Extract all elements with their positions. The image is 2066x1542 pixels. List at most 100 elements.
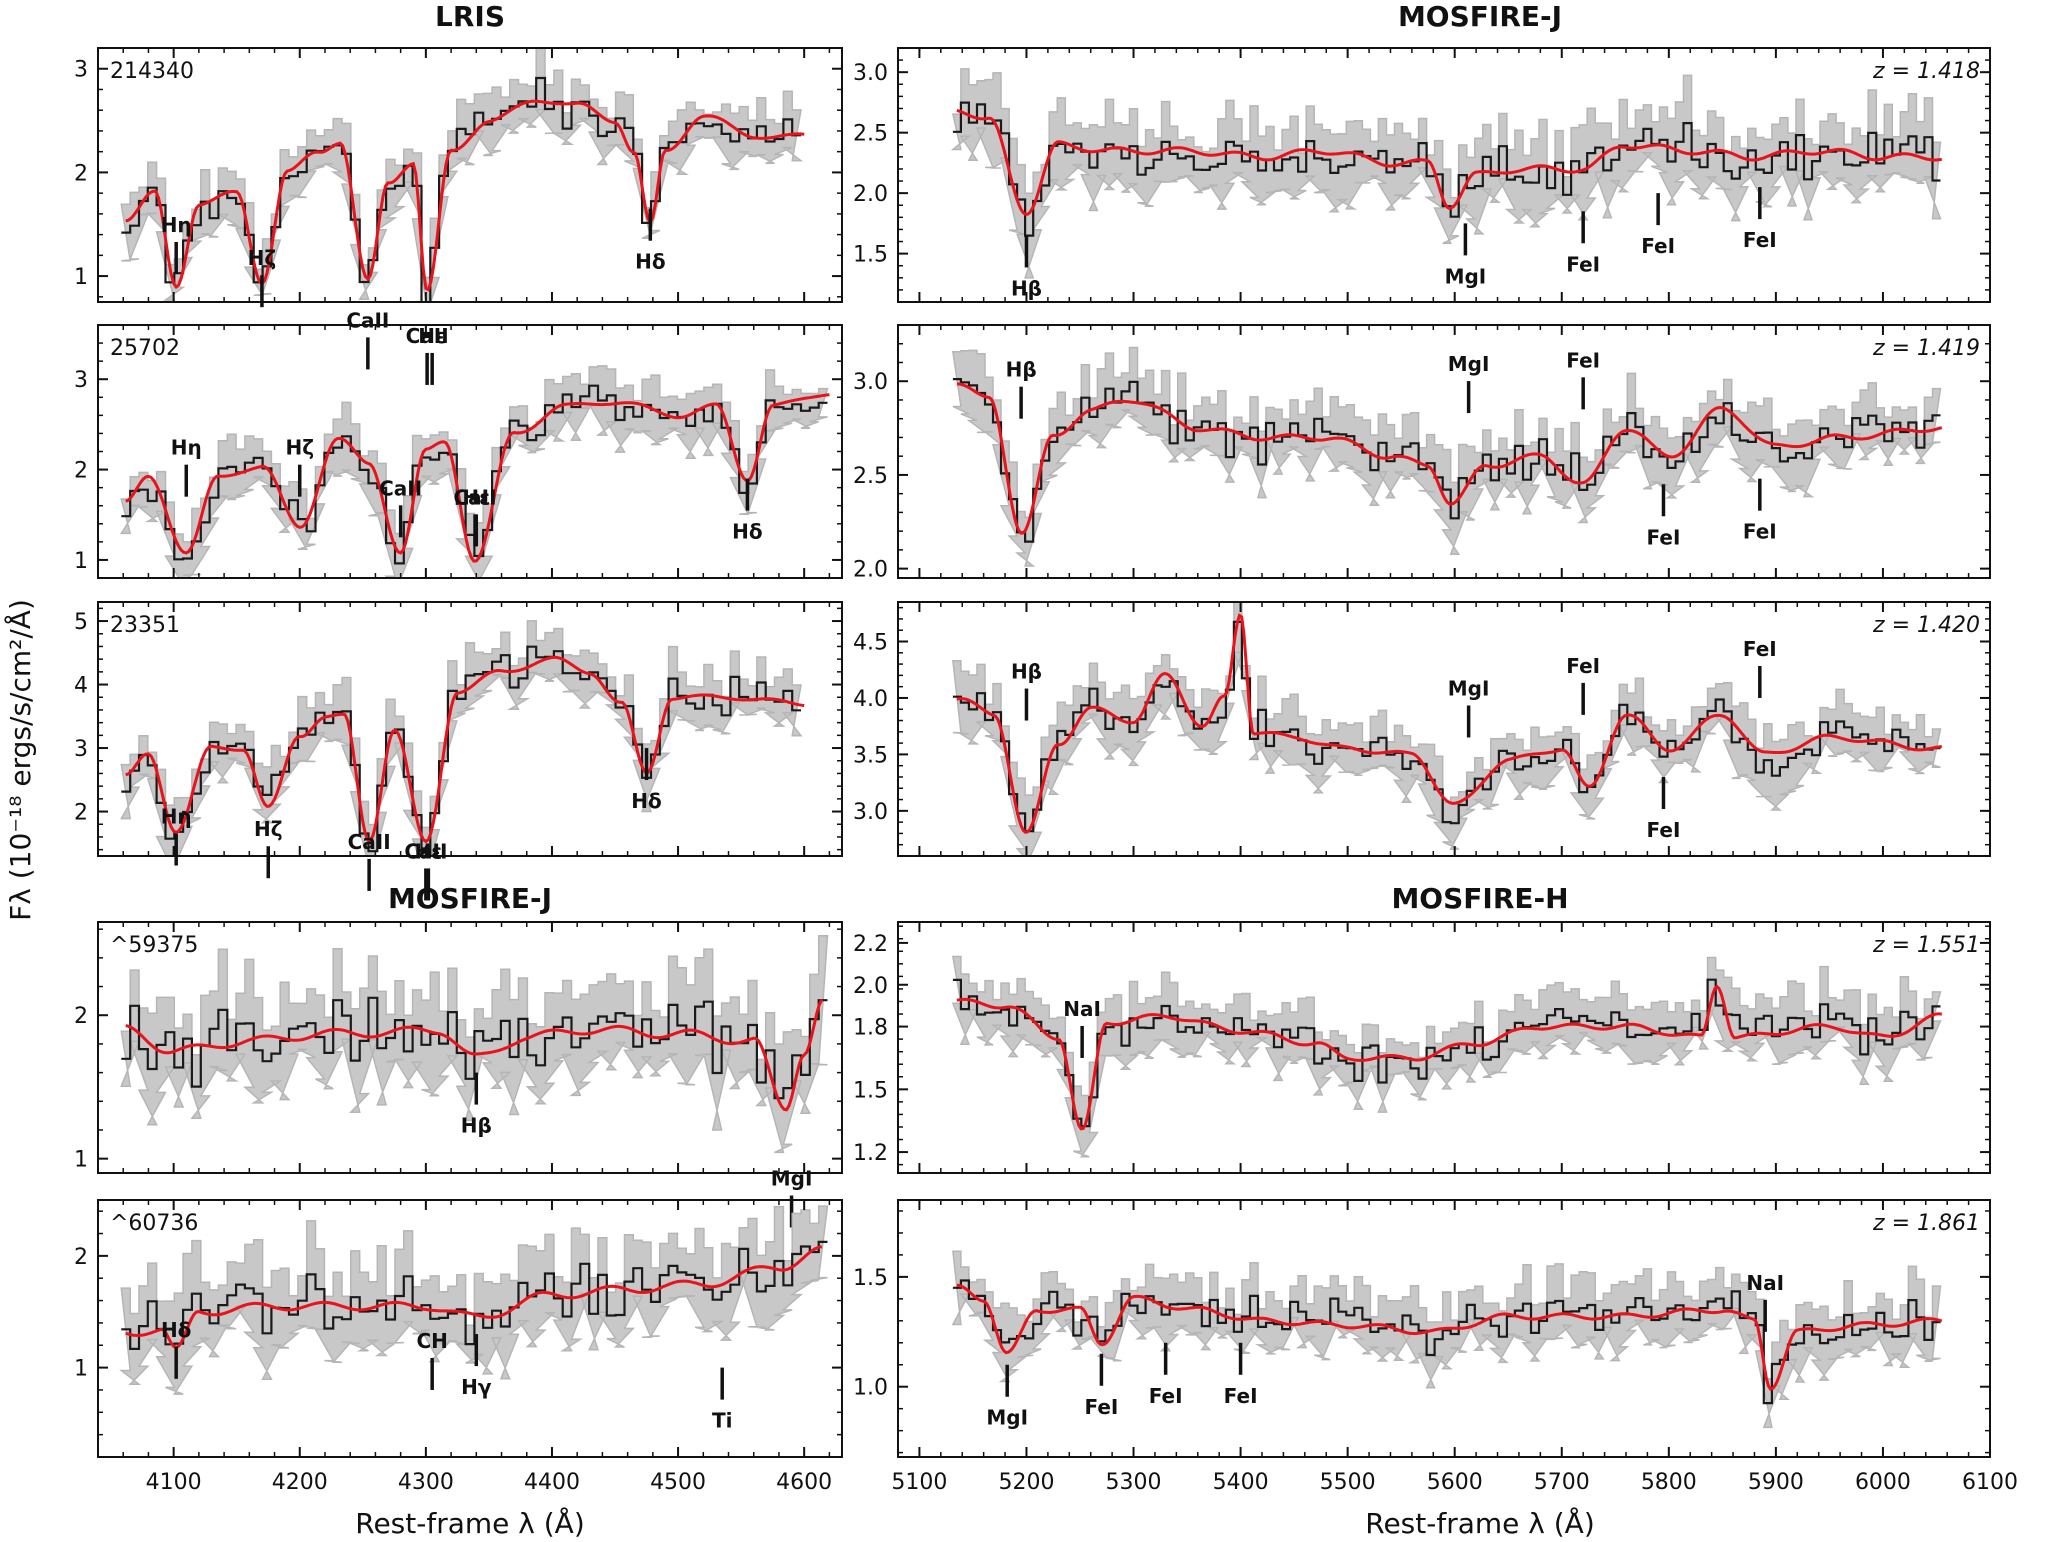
- panel-data-p4: [120, 934, 829, 1154]
- y-tick-label: 3: [74, 58, 88, 83]
- panel-data-p10: [951, 1250, 1943, 1429]
- x-tick-label: 5300: [1106, 1470, 1162, 1495]
- redshift-label: z = 1.861: [1872, 1211, 1980, 1236]
- feature-label: Hη: [161, 213, 192, 237]
- uncertainty-band-p7: [952, 346, 1942, 567]
- model-spectrum-p4: [125, 998, 824, 1112]
- y-tick-label: 1.2: [853, 1141, 888, 1166]
- feature-label: FeI: [1743, 228, 1777, 252]
- title-mosfire-h: MOSFIRE-H: [1391, 882, 1568, 915]
- y-tick-label: 2.2: [853, 932, 888, 957]
- feature-label: CH: [416, 1329, 447, 1353]
- y-tick-label: 2.0: [853, 974, 888, 999]
- y-tick-label: 3.0: [853, 370, 888, 395]
- x-tick-label: 5900: [1748, 1470, 1804, 1495]
- y-tick-label: 2: [74, 1004, 88, 1029]
- feature-label: CaII: [404, 839, 447, 863]
- feature-label: FeI: [1149, 1384, 1183, 1408]
- model-spectrum-p8: [956, 613, 1942, 834]
- axes-frame-p8: [897, 601, 1991, 857]
- feature-label: FeI: [1647, 525, 1681, 549]
- x-tick-label: 4400: [524, 1470, 580, 1495]
- y-tick-label: 3: [74, 737, 88, 762]
- panel-data-p1: [120, 48, 805, 302]
- feature-label: Hβ: [461, 1114, 492, 1138]
- x-tick-label: 5800: [1641, 1470, 1697, 1495]
- title-mosfire-j-bottom: MOSFIRE-J: [388, 882, 552, 915]
- y-tick-label: 4: [74, 674, 88, 699]
- model-spectrum-p6: [956, 108, 1943, 216]
- panel-data-p6: [950, 68, 1943, 279]
- y-tick-label: 4.0: [853, 687, 888, 712]
- x-tick-label: 5600: [1427, 1470, 1483, 1495]
- redshift-label: z = 1.551: [1872, 933, 1980, 958]
- feature-label: NaI: [1746, 1271, 1784, 1295]
- feature-label: FeI: [1566, 654, 1600, 678]
- y-tick-label: 3: [74, 368, 88, 393]
- feature-label: Hδ: [631, 789, 661, 813]
- x-tick-label: 4600: [776, 1470, 832, 1495]
- feature-label: Hζ: [254, 817, 283, 841]
- x-tick-label: 4100: [146, 1470, 202, 1495]
- model-spectrum-p3: [125, 655, 805, 844]
- x-tick-label: 6000: [1855, 1470, 1911, 1495]
- feature-label: Ti: [712, 1409, 733, 1433]
- feature-label: CaII: [379, 476, 422, 500]
- model-spectrum-p10: [956, 1283, 1943, 1391]
- panel-p10: 1.0 1.5 5100 5200 5300 5400 5500 5600 5700 5800 59…: [853, 1199, 2018, 1495]
- observed-spectrum-p10: [952, 1279, 1941, 1405]
- uncertainty-band-p2: [119, 365, 829, 578]
- observed-spectrum-p5: [121, 1240, 828, 1350]
- feature-label: MgI: [1448, 352, 1490, 376]
- feature-label: Hβ: [1006, 358, 1037, 382]
- feature-label: MgI: [1448, 676, 1490, 700]
- feature-label: Hε: [418, 324, 446, 348]
- y-tick-label: 2: [74, 161, 88, 186]
- x-tick-label: 4500: [650, 1470, 706, 1495]
- y-tick-label: 3.0: [853, 61, 888, 86]
- x-tick-label: 5400: [1213, 1470, 1269, 1495]
- feature-label: FeI: [1743, 520, 1777, 544]
- feature-label: FeI: [1566, 252, 1600, 276]
- y-tick-label: 1.5: [853, 243, 888, 268]
- feature-label: NaI: [1063, 997, 1101, 1021]
- x-tick-label: 6100: [1962, 1470, 2018, 1495]
- panel-data-p7: [952, 346, 1943, 567]
- panel-data-p9: [951, 955, 1942, 1158]
- feature-label: Hζ: [248, 246, 277, 270]
- feature-label: Hδ: [635, 250, 665, 274]
- y-tick-label: 2: [74, 801, 88, 826]
- model-spectrum-p2: [125, 393, 830, 563]
- redshift-label: z = 1.420: [1872, 613, 1980, 638]
- feature-label: CaII: [348, 830, 391, 854]
- feature-label: CaII: [346, 308, 389, 332]
- model-spectrum-p7: [956, 382, 1943, 535]
- feature-label: Hγ: [461, 1375, 492, 1399]
- y-tick-label: 2: [74, 1245, 88, 1270]
- feature-label: Hζ: [285, 436, 314, 460]
- feature-label: Hε: [414, 839, 442, 863]
- model-spectrum-p9: [956, 984, 1942, 1131]
- title-mosfire-j-top: MOSFIRE-J: [1398, 0, 1562, 33]
- galaxy-id-label: 25702: [110, 336, 180, 361]
- y-tick-label: 1.5: [853, 1266, 888, 1291]
- y-tick-label: 1: [74, 1357, 88, 1382]
- panel-p4: 1 2 ^59375 Hβ MgI: [74, 921, 843, 1228]
- feature-label: Hη: [171, 436, 202, 460]
- galaxy-id-label: 214340: [110, 59, 194, 84]
- feature-label: Hβ: [1011, 660, 1042, 684]
- x-tick-label: 5200: [998, 1470, 1054, 1495]
- axes-frame-p9: [897, 921, 1991, 1174]
- panel-data-p8: [952, 602, 1942, 856]
- axes-frame-p7: [897, 324, 1991, 579]
- feature-label: Hη: [161, 805, 192, 829]
- uncertainty-band-p8: [952, 602, 1942, 856]
- y-tick-label: 3.0: [853, 800, 888, 825]
- uncertainty-band-p3: [120, 620, 803, 856]
- x-tick-label: 5700: [1534, 1470, 1590, 1495]
- panel-p8: 3.0 3.5 4.0 4.5 z = 1.420 Hβ MgI FeI FeI FeI: [853, 601, 1991, 857]
